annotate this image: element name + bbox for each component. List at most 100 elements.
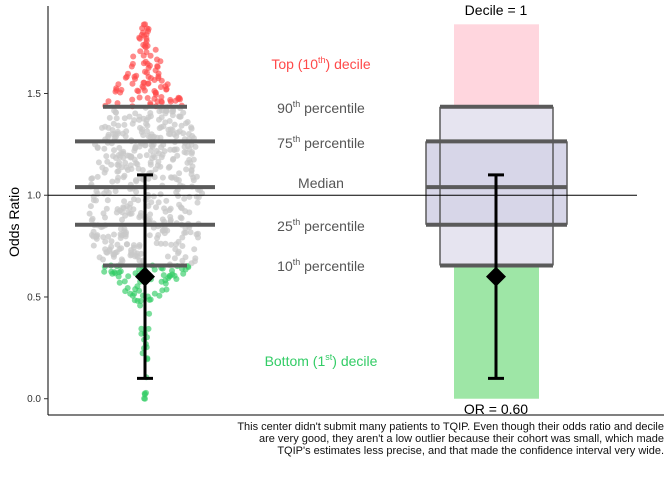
or-point-middle	[103, 187, 110, 194]
or-point-middle	[150, 193, 157, 200]
or-point-middle	[177, 113, 184, 120]
or-point-top	[154, 56, 160, 63]
or-point-top	[130, 53, 137, 60]
label-75th-percentile: 75th percentile	[277, 134, 365, 151]
or-point-middle	[175, 193, 182, 199]
or-point-middle	[181, 195, 188, 202]
or-point-middle	[166, 163, 173, 170]
or-point-bottom	[158, 278, 165, 285]
or-point-middle	[103, 205, 110, 212]
or-point-middle	[171, 174, 178, 181]
or-point-middle	[114, 206, 121, 213]
or-point-middle	[104, 197, 111, 204]
or-point-middle	[93, 234, 99, 240]
or-point-top	[145, 73, 152, 80]
or-point-middle	[127, 154, 134, 161]
or-point-middle	[151, 174, 158, 181]
or-point-middle	[182, 208, 189, 215]
or-point-middle	[164, 253, 171, 260]
or-point-middle	[148, 199, 155, 206]
or-point-top	[154, 63, 161, 70]
or-point-middle	[115, 168, 122, 174]
label-top-decile: Top (10th) decile	[271, 55, 371, 72]
or-point-top	[129, 60, 136, 67]
y-axis: 0.0 0.5 1.0 1.5	[27, 6, 664, 416]
or-point-middle	[162, 119, 169, 126]
or-point-middle	[90, 228, 97, 235]
or-point-middle	[125, 209, 132, 216]
or-point-middle	[171, 255, 178, 262]
or-point-middle	[171, 121, 178, 128]
or-point-middle	[138, 250, 145, 257]
or-point-bottom	[138, 325, 145, 332]
or-point-bottom	[169, 267, 175, 274]
or-point-middle	[176, 170, 183, 177]
or-point-top	[112, 88, 119, 95]
or-point-middle	[136, 242, 143, 248]
or-point-middle	[140, 132, 147, 139]
or-point-top	[151, 95, 158, 102]
or-point-middle	[128, 249, 135, 256]
decile-value-label: Decile = 1	[465, 2, 528, 18]
or-point-bottom	[132, 286, 139, 293]
or-point-middle	[155, 199, 162, 206]
or-point-middle	[178, 215, 185, 222]
or-point-middle	[111, 231, 117, 238]
or-point-bottom	[117, 268, 124, 275]
or-point-middle	[169, 156, 176, 163]
or-point-top	[105, 98, 112, 105]
or-point-middle	[114, 241, 121, 248]
y-tick-label: 1.0	[27, 191, 41, 202]
or-point-middle	[190, 156, 197, 163]
or-point-middle	[173, 241, 180, 248]
or-point-middle	[173, 146, 180, 153]
or-point-top	[144, 80, 151, 87]
or-point-middle	[121, 121, 128, 128]
or-point-top	[158, 98, 165, 105]
label-90th-percentile: 90th percentile	[277, 99, 365, 116]
percentile-labels: Top (10th) decile 90th percentile 75th per…	[265, 55, 378, 369]
or-point-middle	[167, 205, 174, 212]
or-point-middle	[148, 142, 155, 149]
or-point-middle	[147, 211, 154, 218]
or-point-bottom	[137, 302, 144, 309]
or-point-middle	[111, 147, 117, 154]
or-point-middle	[111, 251, 118, 258]
or-point-top	[147, 52, 154, 59]
or-point-middle	[168, 241, 175, 248]
or-point-middle	[161, 205, 168, 212]
or-point-middle	[163, 107, 170, 114]
or-point-middle	[163, 197, 170, 204]
or-point-bottom	[151, 290, 158, 297]
or-point-middle	[126, 113, 133, 120]
or-point-middle	[153, 240, 160, 247]
label-10th-percentile: 10th percentile	[277, 257, 365, 274]
or-point-top	[157, 84, 164, 90]
or-point-middle	[134, 161, 141, 168]
or-point-middle	[139, 126, 146, 133]
or-point-bottom	[156, 292, 163, 299]
or-point-middle	[188, 166, 195, 173]
or-point-middle	[108, 238, 115, 245]
or-point-middle	[100, 234, 107, 241]
or-point-bottom	[108, 268, 115, 275]
or-point-middle	[158, 124, 165, 131]
or-point-middle	[147, 113, 154, 120]
or-point-bottom	[124, 285, 131, 291]
or-point-middle	[119, 216, 125, 223]
or-point-middle	[104, 158, 111, 165]
label-bottom-decile: Bottom (1st) decile	[265, 352, 378, 369]
or-point-top	[167, 98, 174, 105]
y-tick-label: 0.0	[27, 394, 41, 405]
or-point-middle	[153, 204, 159, 211]
center-estimates: OR = 0.60 Decile = 1	[135, 2, 528, 417]
or-point-bottom	[121, 278, 128, 285]
label-median: Median	[298, 175, 344, 191]
or-point-middle	[175, 248, 182, 255]
or-diamond-right	[486, 266, 506, 287]
or-point-middle	[156, 108, 163, 115]
or-point-middle	[157, 191, 164, 198]
or-point-middle	[161, 148, 168, 155]
or-point-top	[143, 37, 150, 44]
